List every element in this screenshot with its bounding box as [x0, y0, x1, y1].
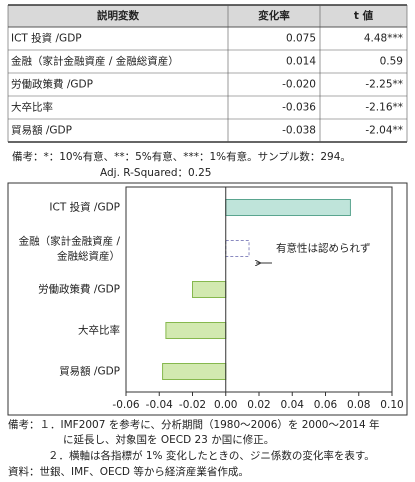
bar — [162, 363, 227, 380]
y-tick-label: 金融（家計金融資産 / — [19, 235, 121, 248]
footnote: ２．横軸は各指標が 1% 変化したときの、ジニ係数の変化率を表す。 — [48, 449, 375, 462]
bar — [225, 240, 250, 257]
x-tick-label: 0.06 — [314, 399, 338, 411]
table-cell: -0.038 — [282, 125, 316, 137]
table-cell: 0.014 — [286, 56, 316, 68]
bar — [225, 199, 351, 216]
table-cell: -2.25** — [365, 79, 403, 91]
footnote: に延長し、対象国を OECD 23 か国に修正。 — [63, 433, 274, 446]
footnote: 資料：世銀、IMF、OECD 等から経済産業省作成。 — [8, 465, 249, 478]
table-cell: 貿易額 /GDP — [11, 124, 72, 137]
table-cell: 0.59 — [380, 56, 403, 68]
table-cell: 金融（家計金融資産 / 金融総資産） — [11, 55, 179, 68]
table-cell: -2.16** — [365, 102, 403, 114]
table-note: Adj. R-Squared：0.25 — [100, 167, 211, 179]
table-cell: -2.04** — [365, 125, 403, 137]
table-cell: 0.075 — [286, 33, 316, 45]
table-cell: -0.020 — [282, 79, 316, 91]
x-tick-label: 0.02 — [247, 399, 270, 411]
table-header-bg — [8, 5, 407, 27]
table-cell: 労働政策費 /GDP — [11, 78, 93, 91]
y-tick-label: 金融総資産） — [57, 250, 120, 263]
table-header: 説明変数 — [97, 9, 139, 22]
annotation: 有意性は認められず — [276, 242, 371, 255]
x-tick-label: -0.02 — [179, 399, 206, 411]
bar — [192, 281, 227, 298]
x-tick-label: 0.08 — [347, 399, 370, 411]
bar — [165, 322, 227, 339]
x-tick-label: 0.04 — [281, 399, 305, 411]
x-tick-label: 0.10 — [380, 399, 403, 411]
table-cell: 大卒比率 — [11, 101, 53, 114]
table-note: 備考：*：10%有意、**：5%有意、***：1%有意。サンプル数：294。 — [12, 150, 351, 163]
table-header: t 値 — [354, 9, 374, 22]
y-tick-label: 労働政策費 /GDP — [38, 283, 120, 296]
table-cell: -0.036 — [282, 102, 316, 114]
chart-frame — [7, 182, 408, 416]
y-tick-label: ICT 投資 /GDP — [49, 201, 120, 214]
table-header: 変化率 — [258, 9, 290, 22]
x-tick-label: -0.04 — [146, 399, 173, 411]
y-tick-label: 大卒比率 — [78, 324, 120, 337]
x-tick-label: -0.06 — [112, 399, 139, 411]
x-tick-label: 0.00 — [214, 399, 237, 411]
table-cell: ICT 投資 /GDP — [11, 32, 82, 45]
y-tick-label: 貿易額 /GDP — [59, 365, 120, 378]
plot-area — [125, 186, 393, 393]
footnote: 備考：１．IMF2007 を参考に、分析期間（1980～2006）を 2000～… — [8, 418, 380, 431]
table-cell: 4.48*** — [364, 33, 403, 45]
